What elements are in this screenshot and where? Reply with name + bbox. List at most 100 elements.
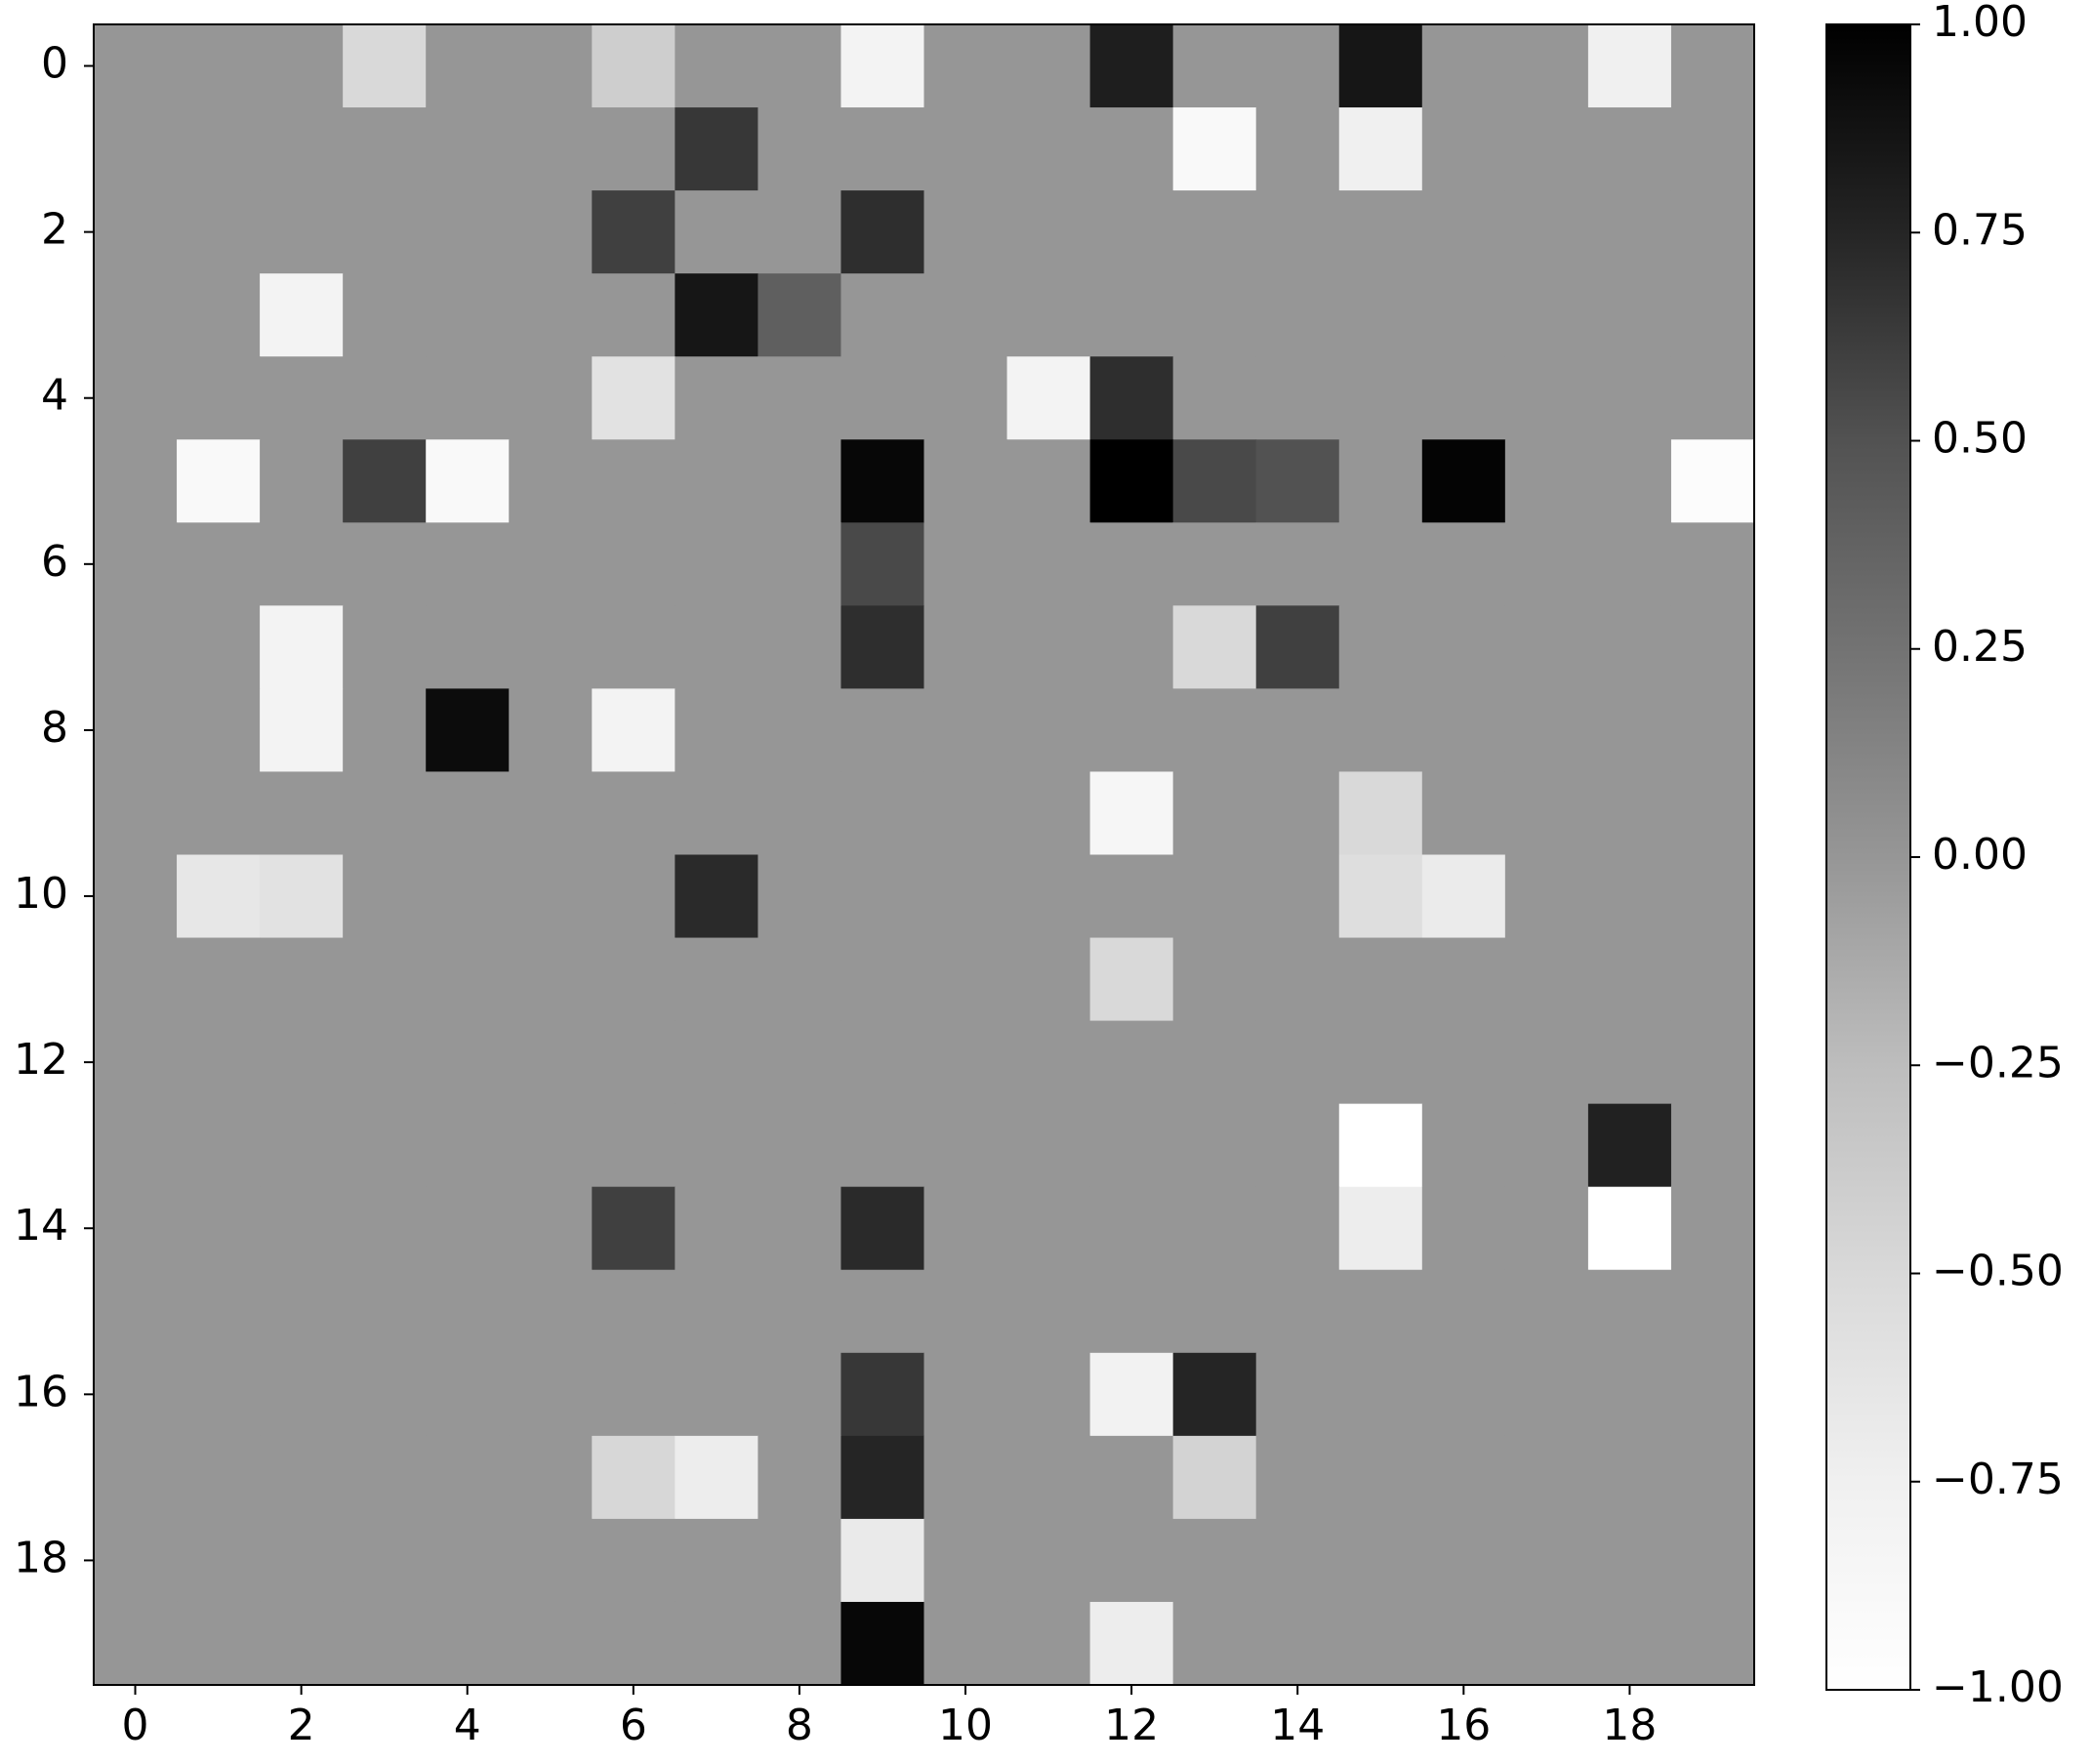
heatmap-cell — [1006, 1352, 1091, 1437]
heatmap-cell — [1587, 1103, 1672, 1188]
colorbar-tick-label: −0.25 — [1932, 1038, 2064, 1087]
heatmap-cell — [177, 1435, 261, 1520]
heatmap-cell — [509, 273, 593, 357]
heatmap-cell — [1587, 937, 1672, 1022]
heatmap-cell — [426, 356, 510, 440]
heatmap-cell — [1006, 605, 1091, 689]
heatmap-cell — [675, 605, 758, 689]
heatmap-cell — [1089, 1269, 1174, 1354]
heatmap-cell — [343, 1103, 427, 1188]
heatmap-cell — [426, 1435, 510, 1520]
heatmap-cell — [1172, 1186, 1257, 1271]
heatmap-cell — [1587, 1435, 1672, 1520]
heatmap-cell — [1172, 439, 1257, 523]
heatmap-cell — [1421, 854, 1506, 939]
heatmap-cell — [923, 439, 1008, 523]
heatmap-cell — [426, 1518, 510, 1603]
heatmap-cell — [260, 273, 344, 357]
colorbar — [1825, 23, 1911, 1691]
heatmap-cell — [1670, 24, 1755, 108]
heatmap-cell — [1587, 1352, 1672, 1437]
heatmap-cell — [1255, 1601, 1340, 1686]
heatmap-cell — [592, 273, 676, 357]
heatmap-cell — [94, 688, 178, 772]
heatmap-cell — [1089, 273, 1174, 357]
heatmap-cell — [94, 190, 178, 274]
heatmap-cell — [94, 1103, 178, 1188]
heatmap-cell — [509, 1601, 593, 1686]
heatmap-cell — [1670, 688, 1755, 772]
heatmap-cell — [1587, 24, 1672, 108]
heatmap-cell — [840, 273, 924, 357]
heatmap-cell — [1089, 1435, 1174, 1520]
heatmap-cell — [1504, 1352, 1589, 1437]
heatmap-cell — [426, 771, 510, 855]
heatmap-cell — [1089, 522, 1174, 606]
x-tick-label: 2 — [288, 1701, 315, 1750]
heatmap-cell — [94, 1435, 178, 1520]
heatmap-cell — [1338, 1269, 1423, 1354]
heatmap-cell — [1587, 854, 1672, 939]
heatmap-cell — [1504, 273, 1589, 357]
heatmap-cell — [592, 190, 676, 274]
heatmap-cell — [923, 522, 1008, 606]
heatmap-cell — [923, 24, 1008, 108]
heatmap-cell — [1587, 273, 1672, 357]
heatmap-cell — [1338, 1020, 1423, 1105]
heatmap-cell — [923, 273, 1008, 357]
heatmap-cell — [592, 771, 676, 855]
heatmap-cell — [1504, 522, 1589, 606]
heatmap-cell — [758, 605, 841, 689]
heatmap-cell — [1504, 605, 1589, 689]
heatmap-cell — [177, 1518, 261, 1603]
heatmap-cell — [509, 522, 593, 606]
heatmap-cell — [343, 24, 427, 108]
heatmap-cell — [592, 522, 676, 606]
heatmap-cell — [758, 1518, 841, 1603]
heatmap-cell — [840, 190, 924, 274]
heatmap-cell — [923, 107, 1008, 191]
heatmap-cell — [840, 24, 924, 108]
heatmap-cell — [1255, 937, 1340, 1022]
heatmap-cell — [426, 1020, 510, 1105]
heatmap-cell — [1255, 24, 1340, 108]
heatmap-cell — [260, 107, 344, 191]
heatmap-cell — [1172, 937, 1257, 1022]
heatmap-cell — [758, 937, 841, 1022]
heatmap-cell — [1421, 605, 1506, 689]
heatmap-cell — [177, 24, 261, 108]
heatmap-cell — [94, 854, 178, 939]
heatmap-cell — [426, 1352, 510, 1437]
heatmap-cell — [1338, 439, 1423, 523]
heatmap-cell — [1255, 273, 1340, 357]
heatmap-cell — [260, 854, 344, 939]
heatmap-cell — [1089, 107, 1174, 191]
heatmap-cell — [343, 190, 427, 274]
heatmap-cell — [840, 1352, 924, 1437]
heatmap-cell — [1338, 1518, 1423, 1603]
heatmap-cell — [1504, 356, 1589, 440]
heatmap-cell — [1504, 1601, 1589, 1686]
heatmap-cell — [840, 1103, 924, 1188]
heatmap-cell — [94, 356, 178, 440]
heatmap-cell — [509, 1103, 593, 1188]
heatmap-cell — [840, 356, 924, 440]
heatmap-cell — [94, 1518, 178, 1603]
heatmap-cell — [1338, 1352, 1423, 1437]
heatmap-cell — [1504, 937, 1589, 1022]
heatmap-cell — [1255, 688, 1340, 772]
heatmap-cell — [260, 688, 344, 772]
heatmap-cell — [509, 1352, 593, 1437]
heatmap-cell — [343, 1269, 427, 1354]
heatmap-cell — [177, 771, 261, 855]
heatmap-cell — [94, 1601, 178, 1686]
heatmap-cell — [1006, 107, 1091, 191]
heatmap-cell — [923, 937, 1008, 1022]
heatmap-cell — [592, 1601, 676, 1686]
heatmap-cell — [1255, 771, 1340, 855]
heatmap-cell — [1172, 771, 1257, 855]
plot-frame — [93, 23, 1755, 1686]
heatmap-cell — [1089, 24, 1174, 108]
heatmap-cell — [260, 1518, 344, 1603]
